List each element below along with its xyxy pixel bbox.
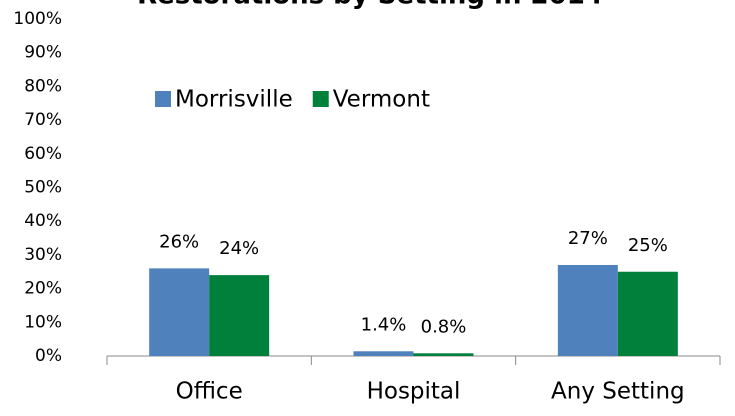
chart-title: Restorations by Setting in 2014 xyxy=(137,0,603,11)
x-tick-label: Any Setting xyxy=(551,379,685,405)
x-tick-label: Hospital xyxy=(367,379,461,405)
bar xyxy=(617,271,678,356)
y-tick-label: 90% xyxy=(24,43,62,63)
bar xyxy=(209,275,270,356)
bar xyxy=(149,268,210,356)
legend-label: Vermont xyxy=(333,87,430,113)
y-tick-label: 100% xyxy=(13,9,62,29)
y-tick-label: 0% xyxy=(35,346,62,366)
y-tick-label: 20% xyxy=(24,279,62,299)
value-label: 25% xyxy=(628,235,668,256)
y-tick-label: 80% xyxy=(24,76,62,96)
y-tick-label: 50% xyxy=(24,178,62,198)
value-label: 26% xyxy=(159,231,199,252)
bar xyxy=(413,353,474,356)
legend-swatch xyxy=(155,91,171,107)
y-tick-label: 10% xyxy=(24,312,62,332)
y-tick-label: 70% xyxy=(24,110,62,130)
value-label: 24% xyxy=(219,238,259,259)
legend-label: Morrisville xyxy=(175,87,293,113)
y-tick-label: 30% xyxy=(24,245,62,265)
bar xyxy=(353,351,414,356)
y-tick-label: 40% xyxy=(24,211,62,231)
bar xyxy=(557,265,618,356)
value-label: 27% xyxy=(568,228,608,249)
value-label: 0.8% xyxy=(421,316,467,337)
legend-swatch xyxy=(312,91,329,107)
value-label: 1.4% xyxy=(361,314,407,335)
x-tick-label: Office xyxy=(176,379,243,405)
y-tick-label: 60% xyxy=(24,144,62,164)
